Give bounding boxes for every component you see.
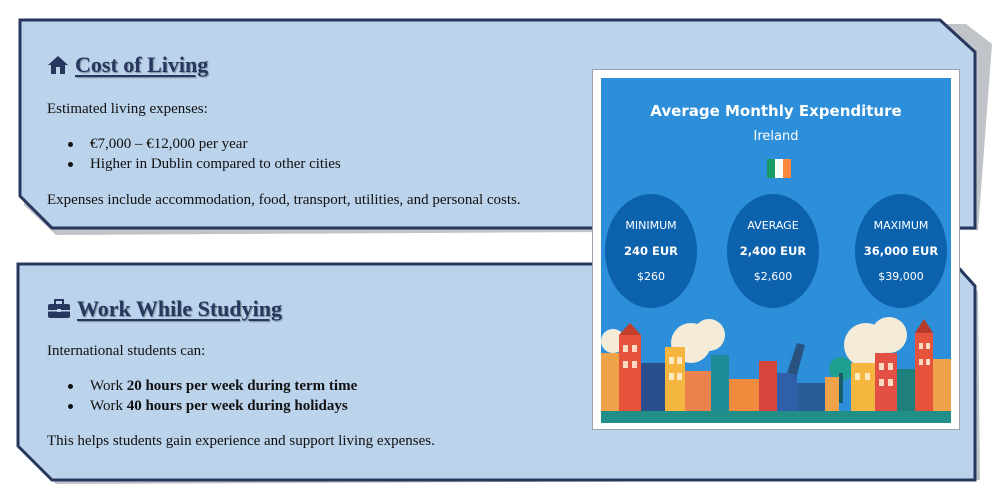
list-item-prefix: Work [90, 398, 127, 414]
list-item: €7,000 – €12,000 per year [47, 134, 341, 154]
stat-eur-value: 36,000 EUR [863, 244, 939, 258]
cost-of-living-heading: Cost of Living [47, 52, 592, 78]
work-while-studying-list: Work 20 hours per week during term time … [47, 376, 357, 416]
stat-label: AVERAGE [747, 219, 799, 232]
list-item: Work 40 hours per week during holidays [47, 396, 357, 416]
list-item-prefix: Work [90, 378, 127, 394]
work-while-studying-heading: Work While Studying [47, 296, 592, 322]
expenditure-infographic: Average Monthly Expenditure Ireland MINI… [592, 69, 960, 430]
infographic-canvas: Average Monthly Expenditure Ireland MINI… [601, 78, 951, 423]
cost-of-living-intro: Estimated living expenses: [47, 101, 208, 117]
infographic-title: Average Monthly Expenditure [650, 102, 902, 120]
stat-eur-value: 2,400 EUR [739, 244, 807, 258]
stat-usd-value: $260 [637, 270, 665, 283]
list-item: Work 20 hours per week during term time [47, 376, 357, 396]
briefcase-icon [48, 299, 70, 318]
home-icon [48, 56, 68, 74]
stat-label: MINIMUM [625, 219, 677, 232]
stat-usd-value: $2,600 [753, 270, 793, 283]
list-item: Higher in Dublin compared to other citie… [47, 154, 341, 174]
flag-stripe-white [775, 159, 783, 178]
work-while-studying-note: This helps students gain experience and … [47, 433, 435, 449]
work-while-studying-intro: International students can: [47, 343, 206, 359]
stat-circle-average: AVERAGE 2,400 EUR $2,600 [727, 194, 819, 308]
list-item-emphasis: 40 hours per week during holidays [126, 398, 348, 414]
ireland-flag-icon [767, 159, 791, 178]
cost-of-living-title: Cost of Living [75, 52, 209, 77]
stat-label: MAXIMUM [873, 219, 929, 232]
stat-eur-value: 240 EUR [623, 244, 679, 258]
flag-stripe-orange [783, 159, 791, 178]
cost-of-living-list: €7,000 – €12,000 per year Higher in Dubl… [47, 134, 341, 174]
work-while-studying-title: Work While Studying [77, 296, 282, 321]
flag-stripe-green [767, 159, 775, 178]
cost-of-living-note: Expenses include accommodation, food, tr… [47, 192, 521, 208]
infographic-subtitle: Ireland [753, 129, 799, 144]
stat-circle-maximum: MAXIMUM 36,000 EUR $39,000 [855, 194, 947, 308]
stat-usd-value: $39,000 [878, 270, 924, 283]
stat-circle-minimum: MINIMUM 240 EUR $260 [605, 194, 697, 308]
town-illustration [601, 317, 951, 423]
list-item-emphasis: 20 hours per week during term time [126, 378, 358, 394]
